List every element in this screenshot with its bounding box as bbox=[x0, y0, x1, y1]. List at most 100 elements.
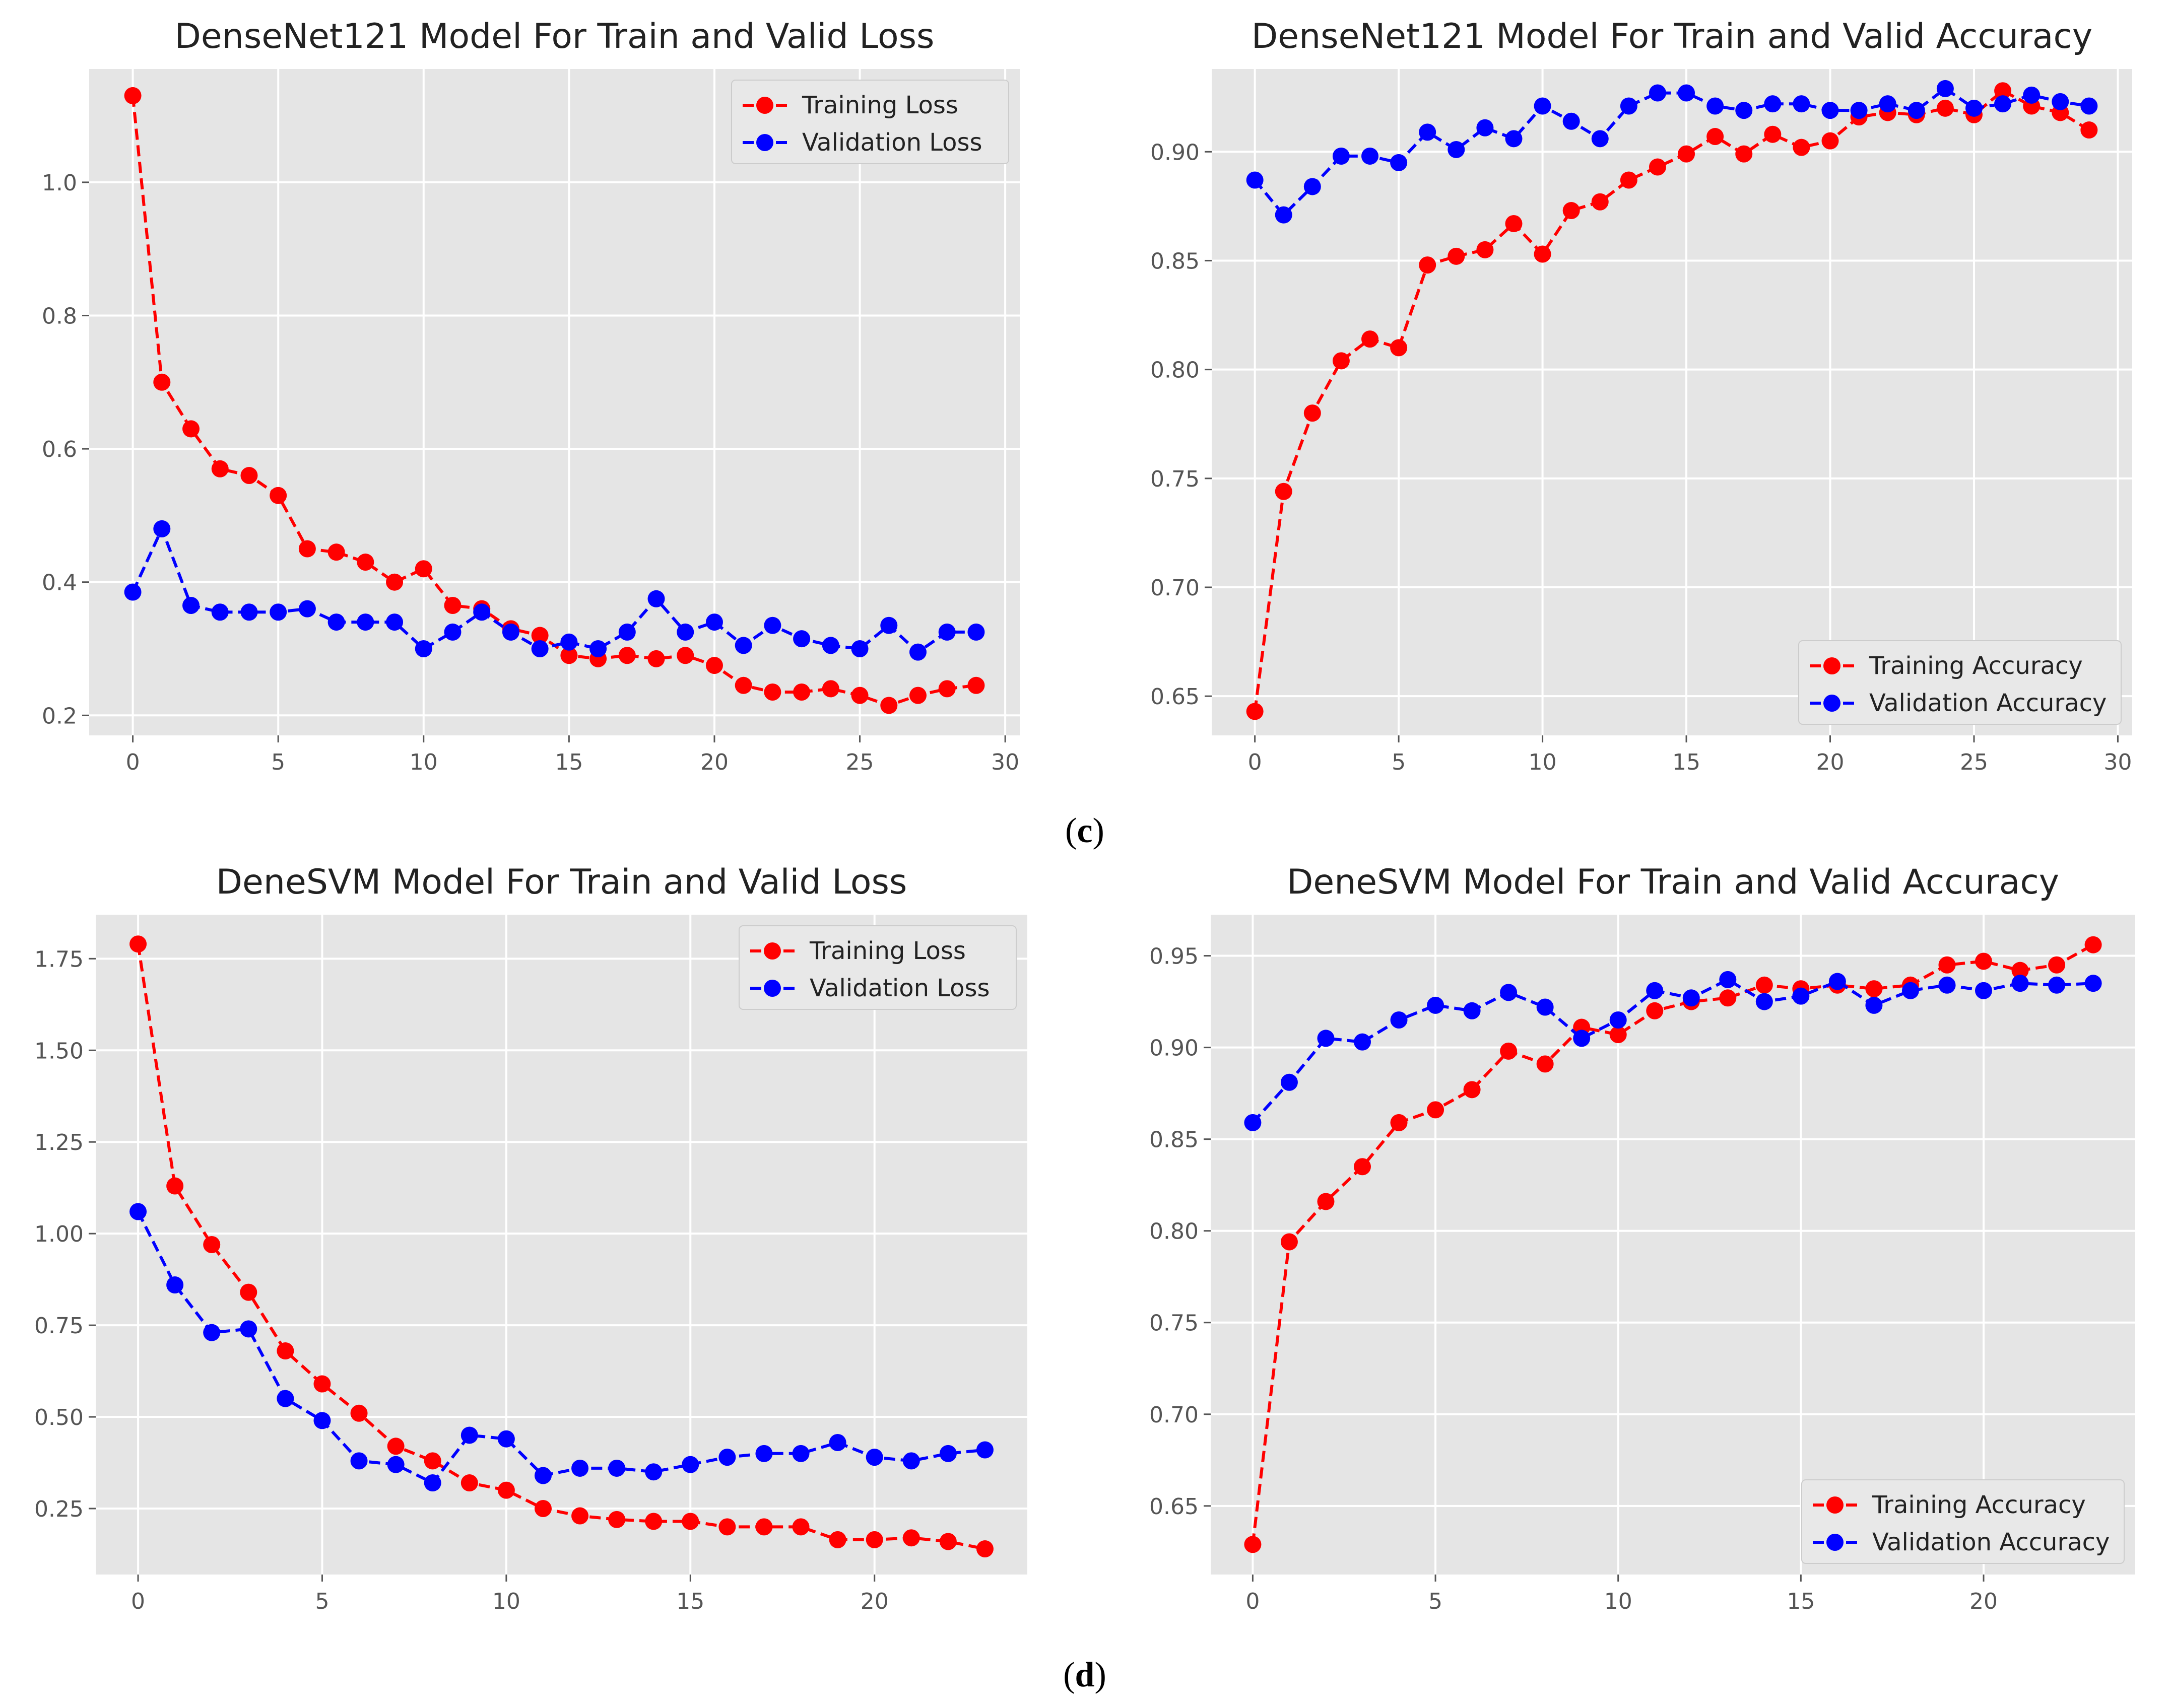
data-point-validation-acc-bottom bbox=[1244, 1114, 1262, 1131]
data-point-training-loss-top bbox=[415, 560, 432, 578]
data-point-training-acc-top bbox=[1361, 330, 1379, 348]
y-tick-label-acc-bottom: 0.85 bbox=[1149, 1127, 1199, 1153]
data-point-training-acc-top bbox=[1821, 132, 1839, 150]
legend-box-acc-bottom bbox=[1801, 1479, 2125, 1564]
data-point-validation-acc-top bbox=[1994, 95, 2012, 113]
data-point-validation-acc-top bbox=[1735, 102, 1753, 119]
legend-label-validation-loss-bottom: Validation Loss bbox=[810, 974, 990, 1002]
data-point-training-loss-top bbox=[967, 676, 985, 694]
x-tick-label-loss-top: 30 bbox=[991, 749, 1019, 775]
data-point-training-acc-bottom bbox=[1353, 1158, 1371, 1176]
y-tick-label-loss-top: 1.0 bbox=[42, 170, 77, 196]
y-tick-label-loss-top: 0.8 bbox=[42, 304, 77, 329]
data-point-training-acc-top bbox=[1505, 215, 1523, 232]
data-point-training-acc-top bbox=[1303, 404, 1321, 422]
y-tick-label-loss-bottom: 1.00 bbox=[34, 1221, 84, 1247]
data-point-validation-acc-top bbox=[2080, 97, 2098, 115]
data-point-training-loss-top bbox=[618, 647, 636, 664]
data-point-validation-loss-top bbox=[270, 603, 287, 621]
legend-marker-training-acc-top bbox=[1823, 657, 1840, 674]
legend-label-training-acc-bottom: Training Accuracy bbox=[1872, 1491, 2086, 1519]
data-point-training-acc-bottom bbox=[1390, 1114, 1408, 1131]
legend-marker-training-acc-bottom bbox=[1826, 1496, 1844, 1514]
data-point-validation-acc-top bbox=[1332, 147, 1350, 165]
y-tick-label-loss-top: 0.4 bbox=[42, 570, 77, 596]
data-point-training-acc-top bbox=[1649, 158, 1666, 176]
data-point-validation-loss-bottom bbox=[387, 1456, 405, 1473]
data-point-training-acc-top bbox=[1246, 703, 1264, 720]
chart-title-acc-bottom: DeneSVM Model For Train and Valid Accura… bbox=[1287, 862, 2059, 902]
y-tick-label-acc-top: 0.85 bbox=[1150, 248, 1200, 274]
data-point-validation-acc-bottom bbox=[2084, 975, 2102, 992]
data-point-training-loss-top bbox=[909, 687, 927, 704]
data-point-training-loss-bottom bbox=[829, 1531, 846, 1548]
data-point-training-acc-top bbox=[1448, 247, 1465, 265]
data-point-training-loss-bottom bbox=[240, 1283, 257, 1301]
data-point-validation-acc-top bbox=[1620, 97, 1637, 115]
y-tick-label-loss-bottom: 1.25 bbox=[34, 1130, 84, 1155]
data-point-training-acc-top bbox=[1793, 139, 1810, 156]
data-point-training-loss-top bbox=[793, 684, 811, 701]
data-point-validation-acc-bottom bbox=[1682, 989, 1700, 1007]
data-point-validation-acc-top bbox=[1850, 102, 1868, 119]
data-point-validation-acc-top bbox=[1764, 95, 1782, 113]
data-point-training-acc-bottom bbox=[1427, 1101, 1444, 1119]
x-tick-label-loss-bottom: 15 bbox=[676, 1589, 704, 1614]
y-tick-label-acc-bottom: 0.95 bbox=[1149, 944, 1199, 970]
data-point-validation-loss-top bbox=[124, 583, 142, 601]
data-point-validation-loss-bottom bbox=[203, 1324, 221, 1341]
data-point-validation-acc-top bbox=[1821, 102, 1839, 119]
data-point-validation-loss-bottom bbox=[129, 1203, 147, 1220]
x-tick-label-acc-top: 30 bbox=[2103, 749, 2132, 775]
data-point-training-loss-top bbox=[880, 697, 898, 714]
x-tick-label-acc-top: 25 bbox=[1960, 749, 1988, 775]
data-point-training-loss-top bbox=[647, 650, 665, 667]
data-point-training-acc-bottom bbox=[1755, 976, 1773, 994]
data-point-training-loss-top bbox=[182, 420, 200, 438]
y-tick-label-loss-bottom: 0.75 bbox=[34, 1313, 84, 1339]
data-point-validation-loss-top bbox=[240, 603, 258, 621]
y-tick-label-acc-top: 0.75 bbox=[1150, 466, 1200, 492]
data-point-training-loss-top bbox=[357, 554, 374, 571]
legend-box-loss-bottom bbox=[739, 925, 1017, 1010]
data-point-validation-loss-top bbox=[589, 640, 607, 658]
data-point-training-acc-top bbox=[1332, 352, 1350, 370]
data-point-validation-loss-bottom bbox=[571, 1459, 589, 1477]
data-point-validation-loss-top bbox=[822, 637, 839, 654]
data-point-validation-loss-top bbox=[677, 623, 694, 641]
data-point-training-acc-bottom bbox=[1280, 1233, 1298, 1251]
data-point-validation-loss-bottom bbox=[350, 1452, 368, 1470]
y-tick-label-acc-top: 0.90 bbox=[1150, 140, 1200, 165]
data-point-validation-loss-bottom bbox=[682, 1456, 699, 1473]
data-point-training-acc-bottom bbox=[1609, 1026, 1627, 1044]
data-point-training-acc-bottom bbox=[1646, 1002, 1664, 1019]
data-point-validation-loss-top bbox=[909, 643, 927, 661]
data-point-validation-acc-bottom bbox=[1938, 976, 1956, 994]
data-point-validation-acc-top bbox=[1965, 99, 1983, 117]
data-point-training-acc-top bbox=[1764, 125, 1782, 143]
data-point-validation-loss-top bbox=[647, 590, 665, 607]
data-point-training-loss-top bbox=[444, 597, 462, 614]
data-point-validation-loss-top bbox=[938, 623, 956, 641]
data-point-validation-loss-top bbox=[851, 640, 869, 658]
data-point-validation-loss-top bbox=[473, 603, 491, 621]
data-point-validation-acc-top bbox=[1793, 95, 1810, 113]
x-tick-label-acc-top: 20 bbox=[1816, 749, 1845, 775]
y-tick-label-acc-bottom: 0.90 bbox=[1149, 1036, 1199, 1061]
data-point-training-loss-top bbox=[298, 540, 316, 558]
data-point-training-loss-top bbox=[677, 647, 694, 664]
data-point-training-loss-bottom bbox=[608, 1511, 626, 1528]
data-point-training-loss-bottom bbox=[166, 1177, 184, 1195]
data-point-validation-acc-bottom bbox=[1500, 984, 1518, 1001]
data-point-validation-loss-bottom bbox=[461, 1426, 478, 1444]
x-tick-label-acc-top: 0 bbox=[1248, 749, 1262, 775]
data-point-validation-acc-bottom bbox=[1755, 993, 1773, 1010]
y-tick-label-acc-top: 0.80 bbox=[1150, 358, 1200, 383]
x-tick-label-acc-bottom: 15 bbox=[1787, 1589, 1815, 1614]
data-point-training-loss-bottom bbox=[718, 1518, 736, 1536]
data-point-validation-acc-top bbox=[1419, 123, 1436, 141]
x-tick-label-loss-bottom: 20 bbox=[861, 1589, 889, 1614]
data-point-validation-acc-bottom bbox=[1646, 982, 1664, 999]
y-tick-label-acc-bottom: 0.65 bbox=[1149, 1494, 1199, 1520]
data-point-training-loss-top bbox=[240, 467, 258, 485]
